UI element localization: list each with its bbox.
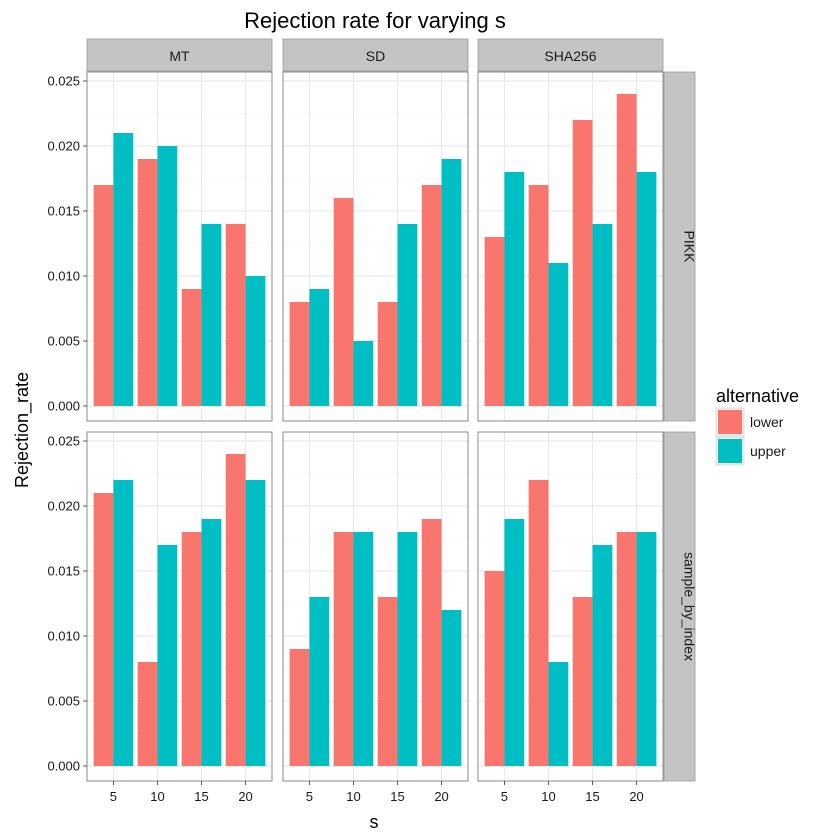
facet-label-col: MT (169, 48, 190, 64)
panels-layer: MT SD SHA256 PIKK sample_by_index 0.000 0.005 0… (47, 38, 698, 804)
legend-label: upper (750, 443, 786, 459)
bar-lower (572, 597, 593, 766)
bar-upper (113, 480, 134, 766)
facet-label-row: sample_by_index (682, 552, 698, 661)
facet-label-row: PIKK (682, 231, 698, 264)
bar-upper (397, 224, 418, 406)
y-tick-label: 0.015 (47, 204, 80, 219)
bar-lower (137, 662, 158, 766)
bar-upper (113, 133, 134, 406)
legend: alternative lower upper (715, 386, 799, 466)
bar-lower (181, 289, 202, 406)
facet-label-col: SHA256 (544, 48, 596, 64)
x-tick-label: 5 (110, 789, 117, 804)
facet-strip-row (663, 71, 696, 422)
bar-upper (353, 532, 374, 766)
bar-lower (528, 480, 549, 766)
x-tick-label: 10 (346, 789, 360, 804)
bar-lower (616, 94, 637, 406)
bar-lower (528, 185, 549, 406)
bar-upper (245, 480, 266, 766)
x-tick-label: 20 (629, 789, 643, 804)
bar-lower (333, 532, 354, 766)
panel-border (86, 71, 273, 422)
bar-upper (548, 263, 569, 406)
legend-swatch-lower (718, 410, 742, 434)
y-tick-label: 0.010 (47, 629, 80, 644)
facet-strip-row (663, 431, 696, 782)
bar-upper (636, 172, 657, 406)
y-tick-label: 0.015 (47, 564, 80, 579)
bar-lower (289, 649, 310, 766)
bar-upper (441, 610, 462, 766)
legend-label: lower (750, 414, 784, 430)
x-tick-label: 20 (238, 789, 252, 804)
bar-lower (225, 224, 246, 406)
bar-upper (353, 341, 374, 406)
bar-lower (333, 198, 354, 406)
bar-lower (377, 302, 398, 406)
y-tick-label: 0.025 (47, 74, 80, 89)
bar-upper (309, 597, 330, 766)
facet-label-col: SD (366, 48, 385, 64)
bar-upper (157, 146, 178, 406)
panel-border (477, 71, 664, 422)
bar-upper (636, 532, 657, 766)
x-tick-label: 15 (585, 789, 599, 804)
bar-lower (181, 532, 202, 766)
y-tick-label: 0.000 (47, 399, 80, 414)
x-tick-label: 15 (194, 789, 208, 804)
bar-upper (504, 172, 525, 406)
bar-upper (592, 545, 613, 766)
x-tick-label: 10 (150, 789, 164, 804)
y-axis-label: Rejection_rate (12, 372, 33, 488)
bar-lower (484, 571, 505, 766)
bar-lower (377, 597, 398, 766)
bar-lower (421, 519, 442, 766)
bar-lower (484, 237, 505, 406)
bar-lower (225, 454, 246, 766)
bar-upper (309, 289, 330, 406)
facet-strip-col (282, 38, 469, 72)
panel-border (86, 431, 273, 782)
bar-upper (548, 662, 569, 766)
panel-border (282, 71, 469, 422)
x-tick-label: 10 (541, 789, 555, 804)
bar-lower (616, 532, 637, 766)
bar-lower (93, 493, 114, 766)
bar-lower (421, 185, 442, 406)
bar-upper (592, 224, 613, 406)
facet-strip-col (86, 38, 273, 72)
x-tick-label: 15 (390, 789, 404, 804)
x-tick-label: 5 (501, 789, 508, 804)
panel-border (477, 431, 664, 782)
bar-upper (157, 545, 178, 766)
x-axis-label: s (370, 812, 379, 832)
bar-upper (201, 519, 222, 766)
bar-lower (289, 302, 310, 406)
y-tick-label: 0.020 (47, 499, 80, 514)
y-tick-label: 0.005 (47, 334, 80, 349)
y-tick-label: 0.010 (47, 269, 80, 284)
bar-upper (201, 224, 222, 406)
bar-lower (572, 120, 593, 406)
bar-upper (504, 519, 525, 766)
x-tick-label: 20 (434, 789, 448, 804)
bar-upper (441, 159, 462, 406)
legend-title: alternative (716, 386, 799, 406)
bar-upper (245, 276, 266, 406)
y-tick-label: 0.020 (47, 139, 80, 154)
y-tick-label: 0.025 (47, 434, 80, 449)
panel-border (282, 431, 469, 782)
y-tick-label: 0.000 (47, 759, 80, 774)
facet-strip-col (477, 38, 664, 72)
bar-lower (93, 185, 114, 406)
bar-upper (397, 532, 418, 766)
legend-swatch-upper (718, 439, 742, 463)
y-tick-label: 0.005 (47, 694, 80, 709)
chart-title: Rejection rate for varying s (244, 8, 506, 33)
bar-lower (137, 159, 158, 406)
x-tick-label: 5 (306, 789, 313, 804)
